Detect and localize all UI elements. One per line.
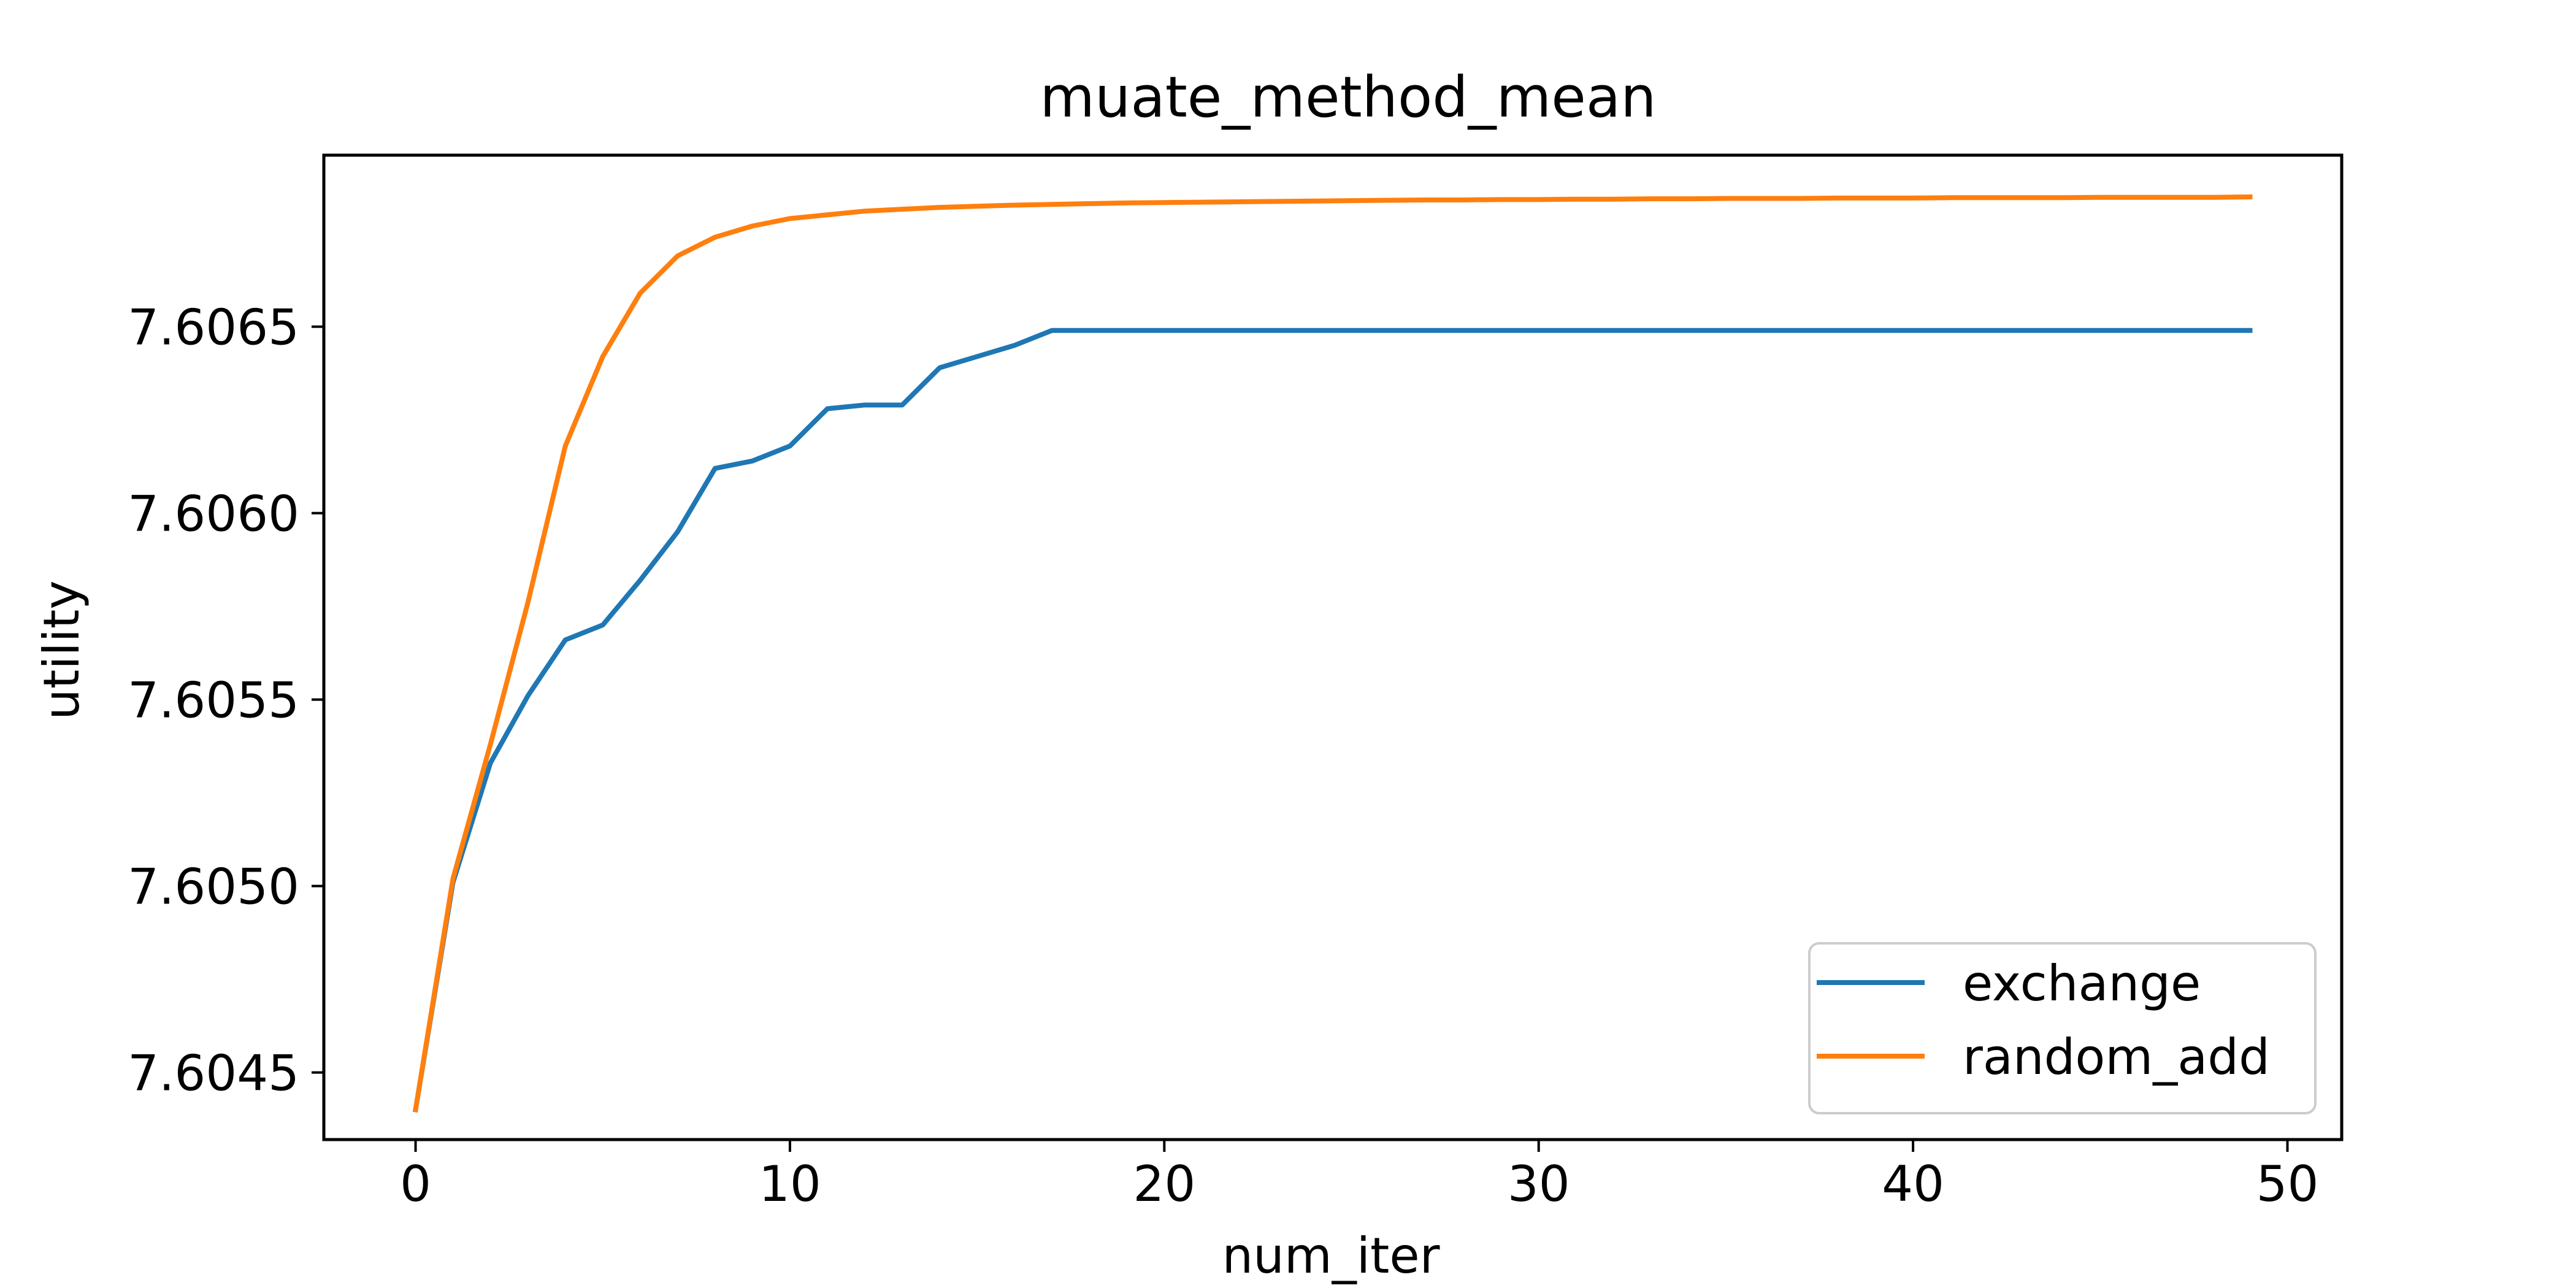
x-tick-label: 20 xyxy=(1133,1156,1195,1213)
series-line-exchange xyxy=(412,328,2253,1113)
y-tick-label: 7.6060 xyxy=(128,486,299,543)
x-tick-label: 10 xyxy=(759,1156,821,1213)
axes: 0 10 20 30 40 50 7.6045 7.6050 7.6055 7.6060 7.606… xyxy=(128,299,2318,1213)
legend: exchange random_add xyxy=(1808,942,2317,1114)
x-tick-label: 40 xyxy=(1882,1156,1944,1213)
x-tick-label: 30 xyxy=(1508,1156,1570,1213)
y-tick-label: 7.6050 xyxy=(128,859,299,916)
legend-entries: exchange random_add xyxy=(1817,955,2270,1086)
chart-title: muate_method_mean xyxy=(1040,64,1656,130)
y-tick-label: 7.6065 xyxy=(128,299,299,356)
x-tick-label: 50 xyxy=(2256,1156,2319,1213)
legend-label-exchange: exchange xyxy=(1963,955,2201,1012)
legend-box xyxy=(1808,942,2317,1114)
plot-frame xyxy=(322,153,2344,1141)
series-line-random_add xyxy=(412,194,2253,1113)
legend-label-random_add: random_add xyxy=(1963,1029,2270,1086)
plot-area xyxy=(412,194,2253,1113)
y-tick-label: 7.6045 xyxy=(128,1045,299,1102)
y-axis-label: utility xyxy=(33,580,90,719)
y-tick-label: 7.6055 xyxy=(128,672,299,729)
x-tick-label: 0 xyxy=(400,1156,431,1213)
x-axis-label: num_iter xyxy=(1222,1227,1439,1284)
